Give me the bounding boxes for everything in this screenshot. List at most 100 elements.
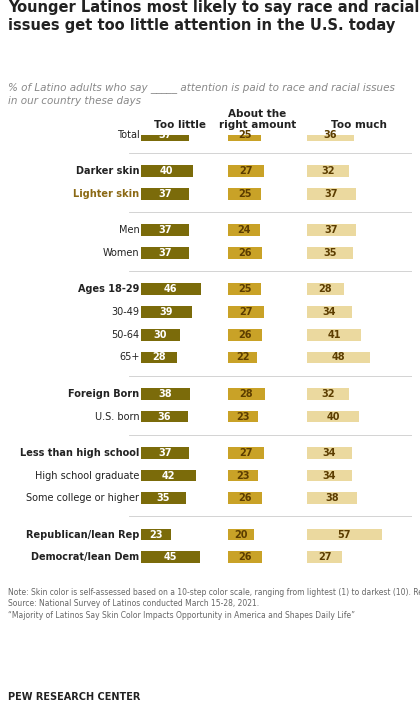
Bar [228,447,264,459]
Bar [228,129,261,141]
Bar [141,351,177,363]
Bar [228,551,262,563]
Text: Too much: Too much [331,121,386,131]
Bar [307,224,356,236]
Bar [141,188,189,200]
Bar [307,447,352,459]
Bar [307,166,349,177]
Text: Too little: Too little [154,121,206,131]
Bar [307,470,352,481]
Text: 45: 45 [163,553,177,563]
Text: U.S. born: U.S. born [94,411,139,421]
Bar [141,470,196,481]
Text: 48: 48 [332,353,345,363]
Text: 36: 36 [158,411,171,421]
Bar [307,247,353,259]
Text: 40: 40 [160,166,173,176]
Bar [307,188,356,200]
Text: 28: 28 [152,353,166,363]
Text: 37: 37 [158,130,171,140]
Text: 50-64: 50-64 [111,330,139,340]
Text: 27: 27 [239,166,253,176]
Text: About the
right amount: About the right amount [219,109,296,131]
Bar [228,188,261,200]
Text: 30: 30 [153,330,167,340]
Text: 23: 23 [149,530,163,540]
Text: 40: 40 [326,411,340,421]
Text: 37: 37 [325,226,338,236]
Text: Younger Latinos most likely to say race and racial
issues get too little attenti: Younger Latinos most likely to say race … [8,0,420,33]
Bar [141,329,180,341]
Bar [307,388,349,400]
Text: 24: 24 [237,226,251,236]
Text: 27: 27 [239,448,253,458]
Bar [307,493,357,504]
Bar [307,351,370,363]
Text: 34: 34 [323,307,336,317]
Bar [307,306,352,318]
Text: Lighter skin: Lighter skin [73,189,139,199]
Text: 34: 34 [323,448,336,458]
Text: Ages 18-29: Ages 18-29 [78,284,139,294]
Text: 28: 28 [318,284,332,294]
Text: 27: 27 [318,553,331,563]
Bar [141,411,188,423]
Bar [228,306,264,318]
Bar [141,493,186,504]
Text: 22: 22 [236,353,249,363]
Text: 27: 27 [239,307,253,317]
Text: Foreign Born: Foreign Born [68,389,139,399]
Bar [141,247,189,259]
Text: 57: 57 [338,530,351,540]
Text: 28: 28 [240,389,253,399]
Bar [307,528,382,540]
Text: Democrat/lean Dem: Democrat/lean Dem [31,553,139,563]
Text: 25: 25 [238,130,251,140]
Bar [141,224,189,236]
Text: 32: 32 [321,166,335,176]
Bar [307,411,360,423]
Text: 35: 35 [323,248,337,258]
Bar [228,247,262,259]
Text: 34: 34 [323,471,336,481]
Text: 37: 37 [325,189,338,199]
Bar [228,166,264,177]
Bar [228,388,265,400]
Bar [307,551,342,563]
Text: 26: 26 [239,553,252,563]
Text: 37: 37 [158,189,171,199]
Text: Less than high school: Less than high school [20,448,139,458]
Bar [141,528,171,540]
Text: 23: 23 [236,471,250,481]
Text: 65+: 65+ [119,353,139,363]
Bar [228,351,257,363]
Text: % of Latino adults who say _____ attention is paid to race and racial issues
in : % of Latino adults who say _____ attenti… [8,82,395,106]
Text: 23: 23 [236,411,250,421]
Text: Women: Women [102,248,139,258]
Bar [228,283,261,296]
Bar [228,493,262,504]
Text: 38: 38 [325,493,339,503]
Text: 26: 26 [239,248,252,258]
Bar [141,283,201,296]
Text: Darker skin: Darker skin [76,166,139,176]
Bar [141,551,200,563]
Text: 38: 38 [159,389,172,399]
Text: 41: 41 [327,330,341,340]
Bar [307,329,361,341]
Bar [228,470,258,481]
Text: PEW RESEARCH CENTER: PEW RESEARCH CENTER [8,692,141,702]
Bar [141,166,193,177]
Text: Note: Skin color is self-assessed based on a 10-step color scale, ranging from l: Note: Skin color is self-assessed based … [8,588,420,620]
Text: Republican/lean Rep: Republican/lean Rep [26,530,139,540]
Text: 20: 20 [234,530,248,540]
Bar [307,283,344,296]
Text: 36: 36 [324,130,337,140]
Text: 37: 37 [158,448,171,458]
Bar [141,447,189,459]
Text: 30-49: 30-49 [111,307,139,317]
Bar [228,329,262,341]
Text: Some college or higher: Some college or higher [26,493,139,503]
Text: Total: Total [117,130,139,140]
Bar [307,129,354,141]
